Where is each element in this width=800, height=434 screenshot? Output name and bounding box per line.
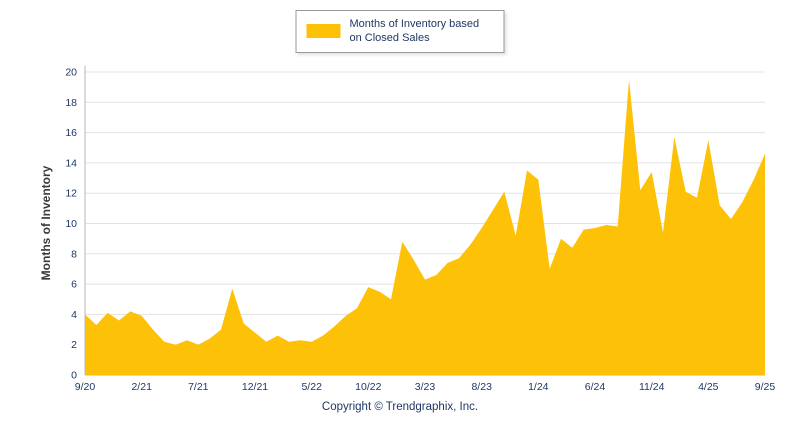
y-tick-label: 14 [65,157,77,169]
x-tick-label: 7/21 [188,381,209,393]
x-tick-label: 3/23 [415,381,436,393]
x-tick-label: 6/24 [585,381,606,393]
legend-swatch [306,24,341,39]
y-tick-label: 4 [71,309,77,321]
x-tick-label: 4/25 [698,381,719,393]
x-tick-label: 5/22 [301,381,322,393]
y-tick-label: 0 [71,370,77,382]
area-series [85,79,765,375]
x-tick-label: 1/24 [528,381,549,393]
y-tick-label: 16 [65,127,77,139]
x-tick-label: 9/25 [755,381,776,393]
y-axis-title: Months of Inventory [39,165,53,281]
x-tick-label: 11/24 [639,381,665,393]
y-tick-label: 18 [65,97,77,109]
y-tick-label: 20 [65,67,77,79]
y-tick-label: 6 [71,279,77,291]
x-tick-label: 9/20 [75,381,96,393]
y-tick-label: 10 [65,218,77,230]
x-tick-label: 10/22 [355,381,381,393]
legend: Months of Inventory based on Closed Sale… [295,10,505,53]
x-tick-label: 12/21 [242,381,268,393]
y-tick-label: 8 [71,248,77,260]
x-tick-label: 8/23 [471,381,492,393]
x-tick-label: 2/21 [131,381,152,393]
copyright-text: Copyright © Trendgraphix, Inc. [321,401,479,413]
y-tick-label: 2 [71,339,77,351]
legend-label: Months of Inventory based on Closed Sale… [349,18,480,45]
y-tick-label: 12 [65,188,77,200]
